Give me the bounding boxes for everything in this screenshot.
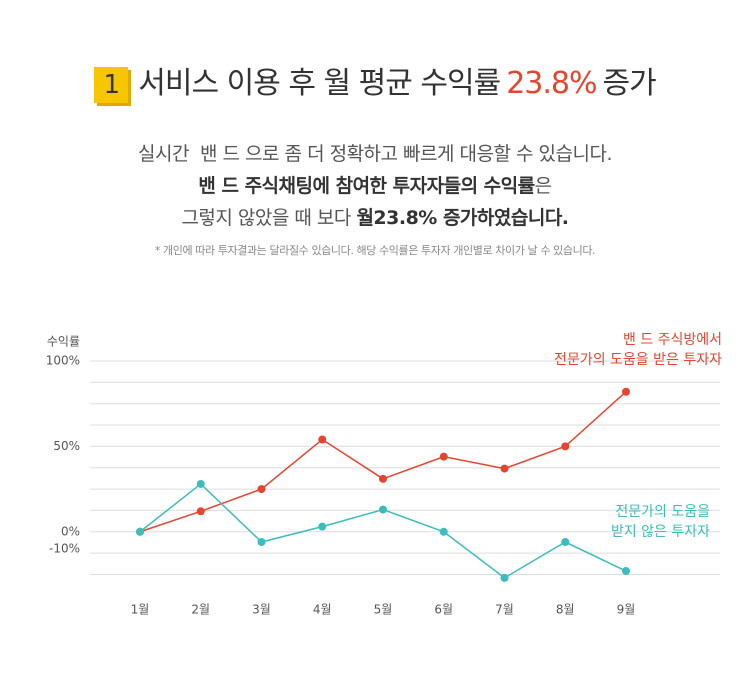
- series-label: 밴 드 주식방에서 전문가의 도움을 받은 투자자: [554, 332, 722, 368]
- title: 서비스 이용 후 월 평균 수익률: [138, 66, 501, 101]
- intro-text: 그렇지 않았을 때 보다: [181, 207, 357, 229]
- intro-line: 실시간 밴 드 으로 좀 더 정확하고 빠르게 대응할 수 있습니다.: [0, 138, 750, 170]
- y-tick-label: -10%: [49, 541, 80, 555]
- x-tick-label: 8월: [556, 603, 575, 617]
- y-tick-label: 100%: [46, 354, 80, 368]
- badge: 1: [94, 66, 129, 103]
- data-point: [561, 538, 570, 547]
- x-tick-label: 2월: [191, 603, 210, 617]
- y-tick-label: 0%: [61, 524, 80, 538]
- y-axis-label: 수익률: [47, 335, 80, 349]
- data-point: [196, 479, 205, 488]
- data-point: [622, 387, 630, 396]
- data-point: [379, 474, 387, 483]
- intro-line: 밴 드 주식채팅에 참여한 투자자들의 수익률은: [0, 170, 750, 202]
- x-tick-label: 3월: [252, 603, 271, 617]
- y-tick-label: 50%: [53, 439, 80, 453]
- intro-bold: 월23.8% 증가하였습니다.: [356, 207, 569, 229]
- intro: 실시간 밴 드 으로 좀 더 정확하고 빠르게 대응할 수 있습니다. 밴 드 주…: [0, 138, 750, 234]
- intro-bold: 밴 드 주식채팅에 참여한 투자자들의 수익률: [198, 175, 535, 197]
- x-tick-label: 7월: [495, 603, 514, 617]
- x-tick-label: 5월: [374, 603, 393, 617]
- title-highlight: 23.8%: [506, 66, 597, 101]
- data-point: [379, 505, 387, 514]
- data-point: [439, 452, 448, 461]
- data-point: [439, 527, 448, 536]
- data-point: [318, 435, 327, 444]
- data-point: [622, 567, 630, 576]
- data-point: [136, 527, 144, 536]
- intro-text: 은: [534, 175, 552, 197]
- x-tick-label: 1월: [131, 603, 150, 617]
- series-label: 전문가의 도움을 받지 않은 투자자: [610, 504, 710, 540]
- x-tick-label: 9월: [617, 603, 636, 617]
- data-point: [257, 485, 266, 494]
- intro-text: 실시간 밴 드 으로 좀 더 정확하고 빠르게 대응할 수 있습니다.: [138, 143, 613, 165]
- data-point: [561, 442, 570, 451]
- data-point: [318, 522, 327, 531]
- header: 1 서비스 이용 후 월 평균 수익률 23.8% 증가: [0, 58, 750, 103]
- x-tick-label: 6월: [434, 603, 453, 617]
- x-tick-label: 4월: [313, 603, 332, 617]
- series-line: [139, 482, 627, 579]
- data-point: [500, 573, 509, 582]
- data-point: [257, 538, 266, 547]
- intro-line: 그렇지 않았을 때 보다 월23.8% 증가하였습니다.: [0, 202, 750, 234]
- data-point: [196, 507, 205, 516]
- note: * 개인에 따라 투자결과는 달라질수 있습니다. 해당 수익률은 투자자 개인…: [154, 244, 596, 257]
- data-point: [500, 464, 509, 473]
- title-suffix: 증가: [602, 66, 657, 101]
